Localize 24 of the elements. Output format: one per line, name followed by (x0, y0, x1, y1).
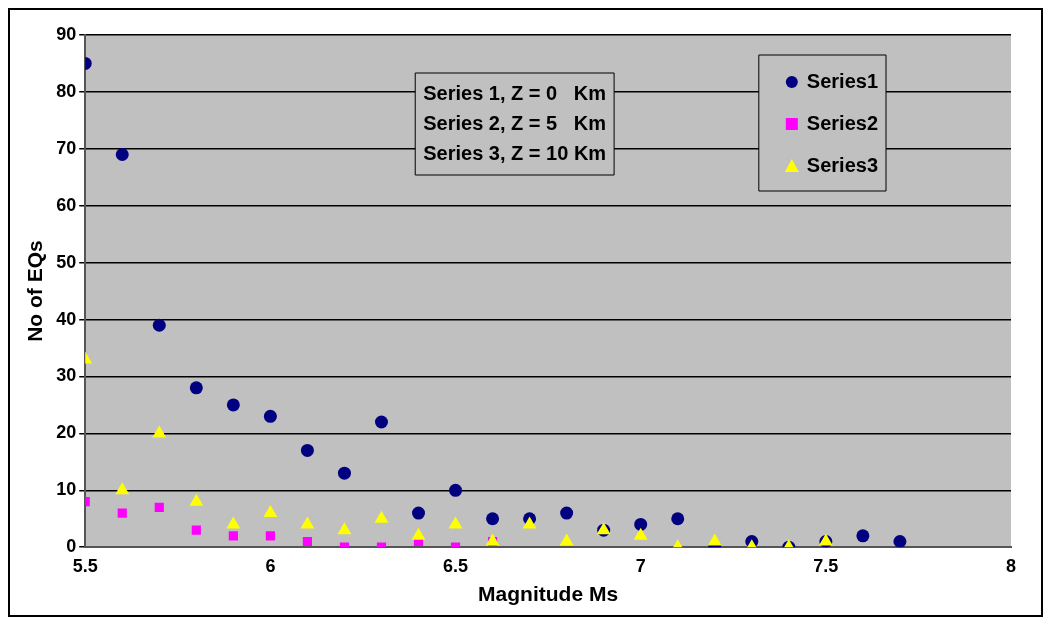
y-tick-label: 10 (56, 479, 77, 500)
annotation: Series 1, Z = 0 Km (423, 81, 607, 104)
x-tick-label: 6 (265, 555, 276, 576)
x-tick-label: 6.5 (443, 555, 469, 576)
y-tick-label: 40 (56, 308, 77, 329)
legend-label: Series1 (806, 69, 878, 92)
y-tick-label: 50 (56, 251, 77, 272)
y-tick-label: 70 (56, 137, 77, 158)
annotation: Series 2, Z = 5 Km (423, 111, 607, 134)
legend-label: Series3 (806, 153, 878, 176)
legend-label: Series2 (806, 111, 878, 134)
annotation: Series 3, Z = 10 Km (423, 141, 607, 164)
y-tick-label: 90 (56, 23, 77, 44)
x-tick-label: 7 (635, 555, 646, 576)
x-tick-label: 8 (1005, 555, 1017, 576)
y-tick-label: 60 (56, 194, 77, 215)
x-tick-label: 7.5 (813, 555, 839, 576)
y-tick-label: 80 (56, 80, 77, 101)
y-tick-label: 0 (66, 536, 77, 557)
x-axis-title: Magnitude Ms (478, 582, 619, 606)
x-tick-label: 5.5 (72, 555, 98, 576)
y-tick-label: 30 (56, 365, 77, 386)
y-tick-label: 20 (56, 422, 77, 443)
y-axis-title: No of EQs (23, 240, 47, 342)
